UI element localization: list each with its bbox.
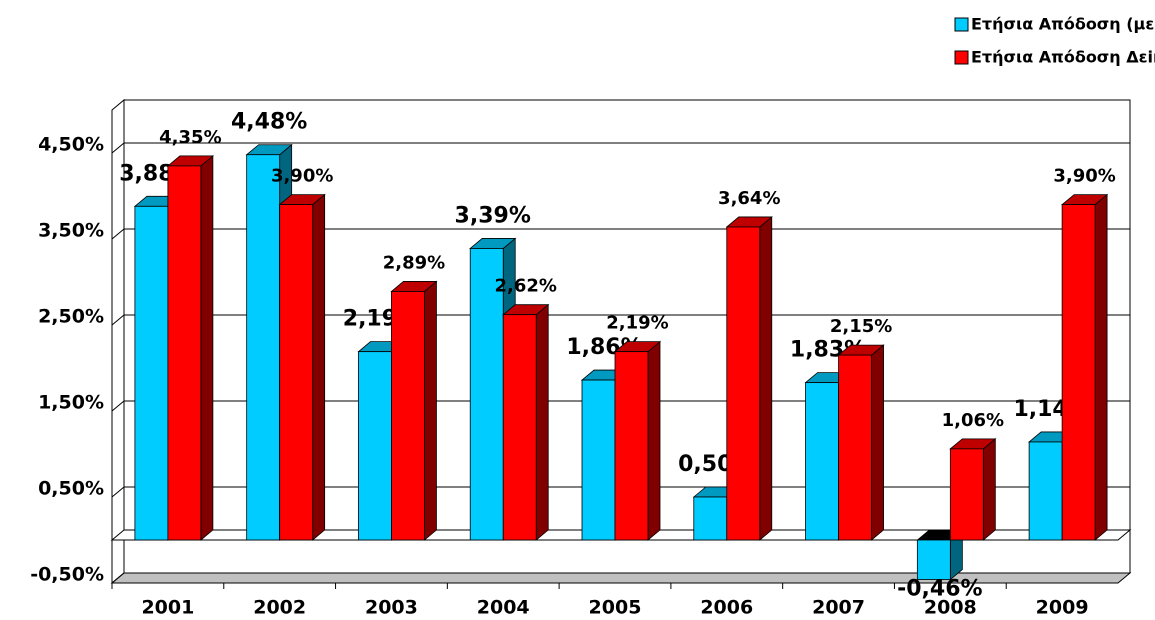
bar [614,351,649,541]
value-label: 3,39% [455,203,531,228]
value-label: 4,48% [231,110,307,135]
bar [167,165,202,541]
value-label: 2,89% [383,252,445,273]
x-tick-label: 2003 [365,597,418,619]
grid-line [111,486,1130,498]
bar [581,379,616,541]
bar-side [535,303,549,541]
legend-label: Ετήσια Απόδοση (με μέρισμα) % [971,15,1155,34]
bar [805,382,839,541]
bar [916,539,951,580]
x-tick-label: 2005 [589,597,642,619]
grid-line [111,228,1130,240]
bar [134,205,169,541]
bar-side [312,193,326,541]
bar [279,204,314,541]
x-tick-label: 2009 [1036,597,1089,619]
y-tick-label: 1,50% [38,392,104,414]
bar-side [200,155,214,541]
legend-label: Ετήσια Απόδοση Δεiκτη [971,48,1155,67]
value-label: -0,46% [897,577,982,602]
bar-side [424,280,437,541]
x-tick-label: 2001 [141,597,194,619]
x-tick-label: 2006 [700,597,753,619]
bar [726,226,761,541]
value-label: 3,64% [718,188,780,209]
bar [469,248,504,541]
bar [693,496,728,541]
legend-swatch [954,17,969,32]
bar-side [647,340,661,541]
y-tick-label: 3,50% [38,220,104,242]
bar [838,354,872,541]
x-tick-label: 2004 [477,597,530,619]
x-tick-label: 2002 [253,597,306,619]
grid-line [111,572,1130,584]
x-tick-label: 2007 [812,597,865,619]
grid-line [111,400,1130,412]
x-tick-label: 2008 [924,597,977,619]
bar [246,154,281,541]
bar-side [1094,193,1108,541]
y-tick-label: 4,50% [38,134,104,156]
value-label: 4,35% [159,127,221,148]
value-label: 2,19% [606,313,668,334]
value-label: 2,62% [494,276,556,297]
y-tick-label: -0,50% [30,564,104,586]
bar-side [759,216,773,541]
value-label: 2,15% [830,316,892,337]
bar-side [871,344,884,541]
value-label: 3,90% [271,166,333,187]
value-label: 1,06% [942,410,1004,431]
y-tick-label: 2,50% [38,306,104,328]
bar-side [982,437,996,541]
bar [1061,204,1096,541]
legend-swatch [954,50,969,65]
grid-line [111,142,1130,154]
bar [358,351,392,541]
value-label: 3,90% [1053,166,1115,187]
bar [502,314,537,541]
y-tick-label: 0,50% [38,478,104,500]
grid-line [111,314,1130,326]
bar [391,291,425,541]
bar [949,448,984,541]
bar [1028,441,1063,541]
